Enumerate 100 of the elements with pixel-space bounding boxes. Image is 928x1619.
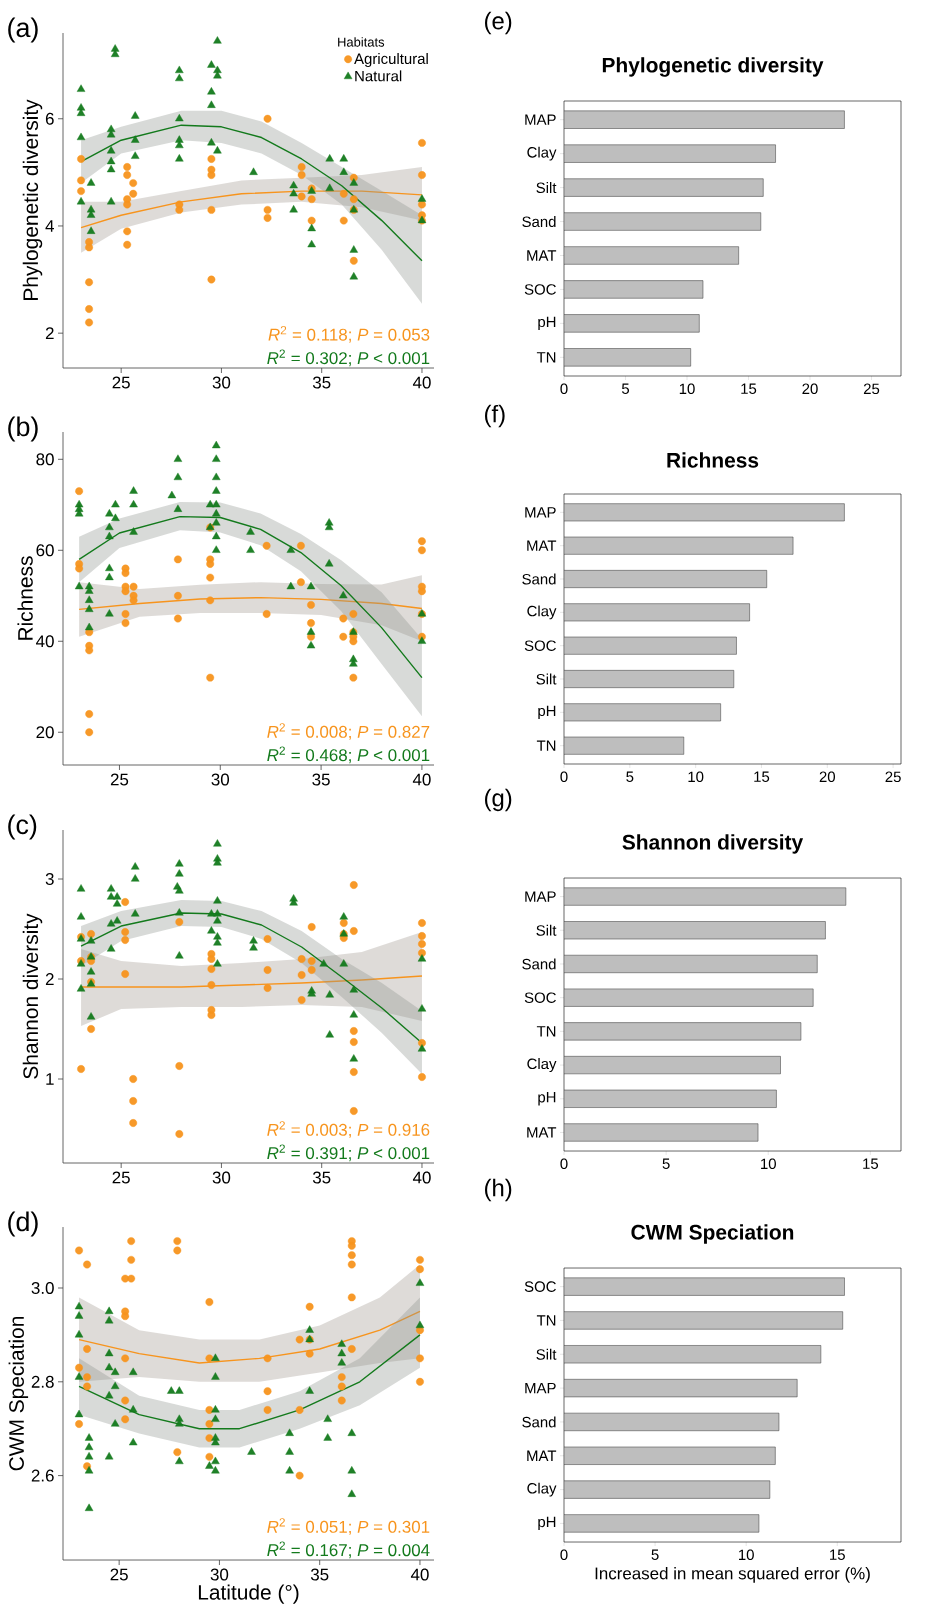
- x-tick-label: 20: [802, 383, 818, 395]
- chart-title: CWM Speciation: [631, 1224, 794, 1244]
- y-tick-label: SOC: [524, 992, 556, 1003]
- y-tick-label: MAT: [527, 540, 557, 551]
- x-tick-label: 15: [741, 383, 757, 394]
- y-tick-label: Clay: [527, 605, 557, 620]
- legend-label: Agricultural: [354, 53, 428, 67]
- y-tick-label: 20: [36, 726, 54, 739]
- y-tick-label: SOC: [524, 284, 556, 295]
- x-tick-label: 30: [212, 376, 231, 389]
- y-tick-label: MAP: [525, 507, 556, 518]
- y-tick-label: TN: [536, 1026, 556, 1037]
- x-tick-label: 30: [211, 773, 230, 786]
- x-tick-label: 5: [626, 771, 634, 782]
- x-tick-label: 40: [412, 1171, 431, 1184]
- x-tick-label: 35: [312, 773, 330, 786]
- x-tick-label: 40: [410, 1568, 429, 1581]
- x-tick-label: 30: [212, 1171, 231, 1184]
- y-tick-label: Sand: [522, 958, 556, 970]
- y-tick-label: 3: [45, 873, 54, 886]
- y-tick-label: 2.8: [31, 1375, 54, 1388]
- y-axis-title: Shannon diversity: [22, 913, 43, 1079]
- x-axis-title: Latitude (°): [198, 1584, 299, 1604]
- y-tick-label: Silt: [536, 673, 557, 685]
- x-tick-label: 25: [110, 773, 129, 786]
- annotation: R$^{2}$ = 0.051; P = 0.301: [267, 1518, 430, 1535]
- chart-title: (a): [8, 17, 38, 43]
- x-tick-label: 20: [819, 771, 836, 783]
- x-tick-label: 0: [560, 383, 568, 395]
- x-tick-label: 40: [412, 376, 431, 389]
- y-tick-label: 1: [46, 1073, 54, 1085]
- legend-label: Natural: [355, 70, 402, 82]
- x-tick-label: 10: [679, 383, 695, 395]
- x-axis-title: Increased in mean squared error (%): [595, 1566, 870, 1583]
- y-tick-label: Clay: [527, 1058, 557, 1073]
- y-tick-label: Sand: [522, 216, 556, 228]
- x-tick-label: 35: [312, 1171, 331, 1184]
- y-tick-label: 6: [45, 112, 54, 125]
- x-tick-label: 25: [112, 376, 130, 389]
- chart-title: (b): [8, 416, 38, 442]
- y-tick-label: TN: [536, 352, 556, 363]
- y-tick-label: SOC: [524, 640, 556, 651]
- y-tick-label: MAP: [525, 1382, 556, 1394]
- annotation: R$^{2}$ = 0.302; P < 0.001: [267, 349, 430, 367]
- x-tick-label: 40: [412, 773, 431, 786]
- y-tick-label: MAP: [525, 891, 556, 902]
- y-axis-title: Phylogenetic diversity: [22, 99, 43, 300]
- y-tick-label: MAT: [527, 1450, 557, 1461]
- x-tick-label: 25: [112, 1171, 130, 1184]
- x-tick-label: 0: [560, 1549, 568, 1561]
- x-tick-label: 25: [110, 1568, 128, 1581]
- x-tick-label: 5: [651, 1549, 659, 1560]
- y-tick-label: 60: [36, 544, 54, 557]
- y-tick-label: MAT: [527, 1127, 557, 1138]
- y-tick-label: MAT: [527, 250, 557, 261]
- x-tick-label: 0: [560, 1158, 568, 1170]
- annotation: R$^{2}$ = 0.008; P = 0.827: [267, 723, 430, 740]
- y-tick-label: 80: [36, 453, 54, 466]
- x-tick-label: 10: [761, 1158, 776, 1170]
- x-tick-label: 15: [830, 1549, 845, 1560]
- x-tick-label: 15: [754, 771, 770, 782]
- y-tick-label: TN: [536, 1315, 556, 1326]
- y-tick-label: 4: [45, 220, 54, 232]
- annotation: R$^{2}$ = 0.391; P < 0.001: [267, 1144, 430, 1162]
- chart-subtitle: (e): [485, 11, 512, 35]
- chart-subtitle: (h): [485, 1178, 512, 1202]
- y-tick-label: 3.0: [31, 1282, 54, 1294]
- y-axis-title: Richness: [17, 556, 33, 640]
- y-tick-label: pH: [538, 1516, 556, 1531]
- y-tick-label: 2: [45, 973, 54, 985]
- y-tick-label: Silt: [536, 1348, 557, 1360]
- x-tick-label: 0: [560, 771, 568, 783]
- y-tick-label: pH: [538, 705, 556, 720]
- y-tick-label: Sand: [522, 1416, 556, 1428]
- annotation: R$^{2}$ = 0.003; P = 0.916: [267, 1121, 430, 1138]
- x-tick-label: 35: [310, 1568, 329, 1581]
- y-tick-label: TN: [536, 740, 556, 751]
- x-tick-label: 35: [312, 376, 331, 389]
- y-tick-label: Silt: [536, 182, 557, 194]
- x-tick-label: 30: [210, 1568, 229, 1581]
- chart-subtitle: (f): [485, 404, 505, 428]
- y-tick-label: Silt: [536, 924, 557, 936]
- y-tick-label: SOC: [524, 1281, 556, 1292]
- y-tick-label: Clay: [527, 1482, 557, 1497]
- x-tick-label: 5: [662, 1158, 670, 1169]
- annotation: R$^{2}$ = 0.118; P = 0.053: [268, 325, 430, 343]
- y-axis-title: CWM Speciation: [8, 1317, 29, 1471]
- y-tick-label: 40: [36, 635, 54, 648]
- y-tick-label: Sand: [522, 573, 556, 585]
- annotation: R$^{2}$ = 0.468; P < 0.001: [267, 746, 430, 764]
- x-tick-label: 10: [739, 1549, 754, 1561]
- x-tick-label: 10: [688, 771, 704, 783]
- x-tick-label: 25: [885, 771, 901, 783]
- annotation: R$^{2}$ = 0.167; P = 0.004: [267, 1541, 430, 1559]
- chart-title: (c): [8, 814, 37, 840]
- y-tick-label: pH: [538, 316, 556, 331]
- y-tick-label: 2.6: [31, 1469, 54, 1482]
- chart-title: Shannon diversity: [622, 834, 804, 854]
- y-tick-label: MAP: [525, 114, 556, 125]
- chart-title: (d): [8, 1211, 38, 1237]
